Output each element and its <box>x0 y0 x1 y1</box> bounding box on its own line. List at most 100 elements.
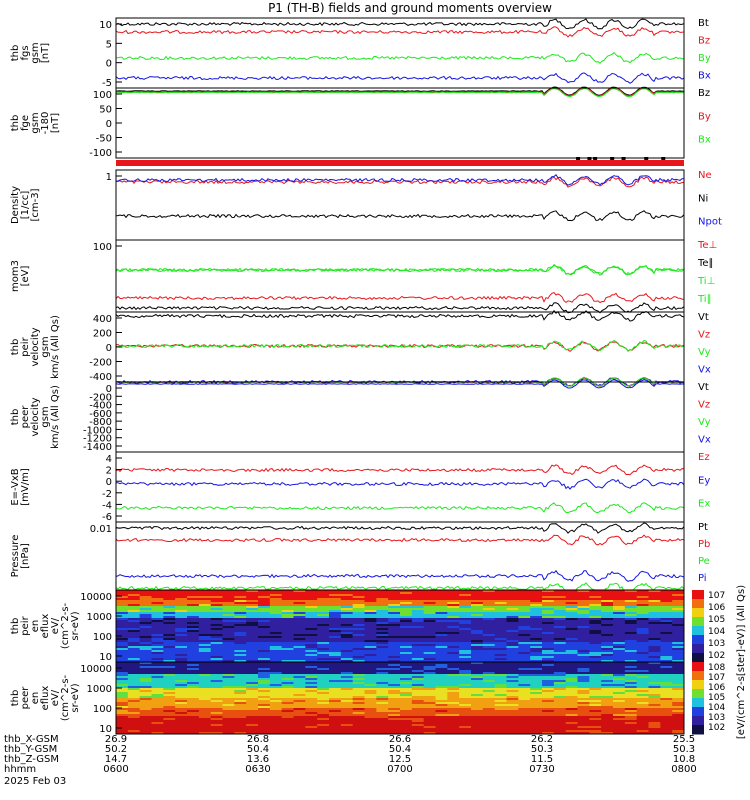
p10-cell <box>163 728 176 731</box>
p10-cell <box>376 690 389 693</box>
p10-cell <box>530 672 543 675</box>
p9-cell <box>198 654 212 657</box>
p10-cell <box>269 704 283 707</box>
p10-cell <box>139 720 152 723</box>
p9-cell <box>672 590 685 593</box>
p10-cell <box>471 732 484 735</box>
p9-cell <box>305 612 318 615</box>
p9-cell <box>624 622 638 625</box>
p10-cell <box>660 712 673 715</box>
xaxis-tick-2-2: 12.5 <box>389 754 411 765</box>
p10-cell <box>506 662 519 665</box>
p10-cell <box>601 704 614 707</box>
p10-cell <box>553 732 567 735</box>
p9-cell <box>400 590 413 593</box>
p9-cell <box>648 610 661 613</box>
p9-cell <box>553 656 567 659</box>
p9-cell <box>530 608 543 611</box>
p9-cell <box>210 596 223 599</box>
p10-cell <box>482 712 496 715</box>
p9-cell <box>281 620 294 623</box>
p10-cell <box>163 672 176 675</box>
p9-cell <box>127 600 141 603</box>
p10-cell <box>234 674 247 677</box>
p10-cell <box>613 680 626 683</box>
p10-cell <box>210 718 223 721</box>
p10-cell <box>151 674 164 677</box>
p9-cell <box>340 590 354 593</box>
p9-cell <box>482 620 496 623</box>
p10-cell <box>175 702 188 705</box>
p9-cell <box>411 654 425 657</box>
p9-cell <box>364 598 377 601</box>
p10-cell <box>518 666 531 669</box>
p10-cell <box>139 712 152 715</box>
p10-cell <box>198 718 212 721</box>
p9-cell <box>553 630 567 633</box>
p9-cell <box>116 616 129 619</box>
p9-cell <box>494 634 507 637</box>
p9-cell <box>364 632 377 635</box>
p9-cell <box>388 616 401 619</box>
p10-cell <box>589 716 602 719</box>
p9-cell <box>565 614 578 617</box>
p10-cell <box>565 726 578 729</box>
p9-cell <box>400 596 413 599</box>
p9-cell <box>423 646 436 649</box>
p9-cell <box>139 640 152 643</box>
p10-cell <box>352 704 365 707</box>
p10-cell <box>352 702 365 705</box>
p9-cell <box>411 598 425 601</box>
p10-cell <box>648 686 661 689</box>
p10-cell <box>494 668 507 671</box>
p10-cell <box>376 662 389 665</box>
p10-cell <box>364 692 377 695</box>
p10-cell <box>222 666 235 669</box>
p9-cell <box>198 622 212 625</box>
p9-cell <box>672 656 685 659</box>
p10-cell <box>305 668 318 671</box>
p10-cell <box>151 730 164 733</box>
p9-cell <box>577 646 590 649</box>
p9-ylabel-line-4: eV/ <box>50 617 61 634</box>
p10-cell <box>530 712 543 715</box>
p9-cell <box>151 626 164 629</box>
p6-ytick-4: -800 <box>89 417 112 428</box>
p10-cell <box>151 710 164 713</box>
p9-cell <box>435 626 448 629</box>
p9-cell <box>624 626 638 629</box>
p9-cell <box>400 610 413 613</box>
p9-cell <box>175 630 188 633</box>
p9-cell <box>636 638 649 641</box>
p9-cell <box>423 632 436 635</box>
p9-cell <box>116 610 129 613</box>
p9-cell <box>636 626 649 629</box>
p10-cell <box>281 678 294 681</box>
p9-cell <box>411 642 425 645</box>
p9-cell <box>269 640 283 643</box>
p10-cell <box>423 712 436 715</box>
p9-cell <box>293 628 306 631</box>
p9-cell <box>258 636 271 639</box>
p9-cell <box>234 622 247 625</box>
p10-cell <box>116 730 129 733</box>
p10-cell <box>364 696 377 699</box>
p9-cell <box>423 598 436 601</box>
p9-cell <box>293 596 306 599</box>
p10-cell <box>127 682 141 685</box>
p10-cell <box>648 716 661 719</box>
p10-cell <box>139 694 152 697</box>
p9-cell <box>258 642 271 645</box>
p9-cell <box>127 660 141 663</box>
p10-cell <box>601 692 614 695</box>
p10-cell <box>542 732 555 735</box>
p9-cell <box>577 636 590 639</box>
p10-cell <box>364 720 377 723</box>
p9-cell <box>388 628 401 631</box>
p10-cell <box>127 662 141 665</box>
p10-cell <box>482 662 496 665</box>
p9-cell <box>352 608 365 611</box>
p10-cell <box>411 684 425 687</box>
p10-cell <box>648 702 661 705</box>
p10-cell <box>139 692 152 695</box>
